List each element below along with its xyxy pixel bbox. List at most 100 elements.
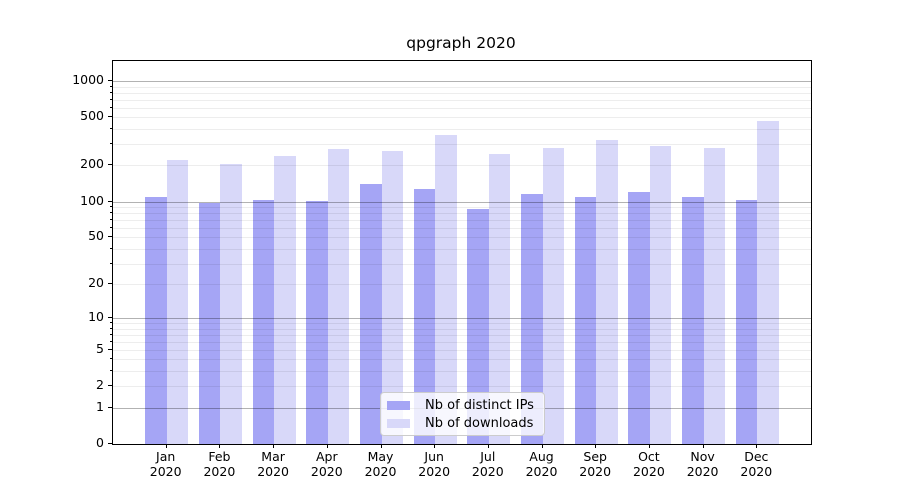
y-minor-tick-mark xyxy=(110,219,112,220)
bar-downloads-aug xyxy=(542,147,564,444)
y-minor-tick-mark xyxy=(110,370,112,372)
x-tick-mark xyxy=(326,444,328,448)
y-tick-label: 20 xyxy=(88,275,104,290)
y-tick-label: 1000 xyxy=(72,71,104,87)
x-tick-mark xyxy=(380,444,382,448)
x-tick-year: 2020 xyxy=(203,463,236,479)
legend-row-downloads: Nb of downloads xyxy=(387,416,538,431)
x-tick-year: 2020 xyxy=(579,463,612,479)
x-tick-month: Jan xyxy=(156,449,176,464)
x-tick-year: 2020 xyxy=(257,463,289,479)
bar-distinct-ips-may xyxy=(360,183,382,444)
y-minor-tick-mark xyxy=(110,91,112,93)
y-tick-label: 2 xyxy=(96,377,104,393)
x-tick-month: Feb xyxy=(208,449,231,464)
x-tick-label: Aug 2020 xyxy=(510,449,574,479)
y-minor-tick-mark xyxy=(110,340,112,342)
plot-area: Nb of distinct IPs Nb of downloads xyxy=(112,60,812,445)
y-tick-mark xyxy=(108,406,112,408)
y-tick-label: 200 xyxy=(80,156,104,172)
x-tick-mark xyxy=(541,444,543,448)
y-minor-tick-mark xyxy=(110,262,112,264)
bar-downloads-jun xyxy=(435,135,457,444)
y-tick-mark xyxy=(108,317,112,318)
x-tick-label: Nov 2020 xyxy=(671,449,735,479)
x-tick-label: Jun 2020 xyxy=(402,449,466,479)
bar-downloads-jan xyxy=(166,159,189,444)
legend-row-distinct-ips: Nb of distinct IPs xyxy=(387,398,538,413)
y-tick-label: 5 xyxy=(96,340,104,356)
x-tick-mark xyxy=(756,444,758,448)
x-tick-label: Dec 2020 xyxy=(724,449,788,479)
bar-distinct-ips-jul xyxy=(467,208,489,444)
y-tick-label: 10 xyxy=(88,309,104,324)
bar-distinct-ips-dec xyxy=(735,200,758,444)
bar-downloads-apr xyxy=(327,149,350,444)
y-minor-tick-mark xyxy=(110,212,112,214)
x-tick-year: 2020 xyxy=(471,463,504,479)
x-tick-label: Jan 2020 xyxy=(134,449,198,479)
y-minor-tick-mark xyxy=(110,333,112,335)
y-minor-tick-mark xyxy=(110,206,112,207)
x-tick-mark xyxy=(219,444,221,448)
bar-distinct-ips-nov xyxy=(682,196,704,444)
x-tick-label: Apr 2020 xyxy=(295,449,359,479)
x-tick-month: Dec xyxy=(744,449,769,464)
bar-downloads-may xyxy=(381,151,403,444)
x-tick-year: 2020 xyxy=(149,463,182,479)
bar-distinct-ips-feb xyxy=(198,202,221,444)
bar-downloads-oct xyxy=(649,145,672,444)
legend-label-downloads: Nb of downloads xyxy=(425,415,534,431)
x-tick-month: Jun xyxy=(424,449,444,464)
x-tick-label: Feb 2020 xyxy=(187,449,251,479)
y-minor-tick-mark xyxy=(110,327,112,329)
y-minor-tick-mark xyxy=(110,322,112,323)
bar-distinct-ips-jan xyxy=(145,196,167,444)
y-minor-tick-mark xyxy=(110,227,112,228)
y-minor-tick-mark xyxy=(110,143,112,145)
x-tick-month: Nov xyxy=(690,449,715,464)
y-minor-tick-mark xyxy=(110,128,112,129)
y-tick-mark xyxy=(108,116,112,118)
y-tick-mark xyxy=(108,385,112,387)
y-tick-mark xyxy=(108,200,112,202)
x-tick-month: Jul xyxy=(480,449,496,464)
x-tick-mark xyxy=(165,444,167,448)
legend-label-distinct-ips: Nb of distinct IPs xyxy=(425,397,534,413)
y-tick-label: 500 xyxy=(80,108,104,124)
x-tick-mark xyxy=(273,444,275,448)
x-tick-year: 2020 xyxy=(525,463,558,479)
bar-distinct-ips-jun xyxy=(413,189,436,444)
legend: Nb of distinct IPs Nb of downloads xyxy=(380,392,545,436)
x-tick-label: May 2020 xyxy=(349,449,413,479)
x-tick-label: Mar 2020 xyxy=(241,449,305,479)
x-tick-mark xyxy=(434,444,436,448)
bars-layer xyxy=(113,61,811,444)
y-tick-mark xyxy=(108,348,112,350)
x-tick-label: Sep 2020 xyxy=(563,449,627,479)
x-tick-year: 2020 xyxy=(310,463,343,479)
y-tick-mark xyxy=(108,443,112,444)
legend-swatch-distinct-ips xyxy=(387,400,410,410)
x-tick-year: 2020 xyxy=(632,463,665,479)
y-minor-tick-mark xyxy=(110,106,112,108)
x-tick-month: Sep xyxy=(583,449,607,464)
x-tick-year: 2020 xyxy=(740,463,773,479)
bar-downloads-dec xyxy=(757,121,779,444)
y-tick-label: 1 xyxy=(96,398,104,414)
y-tick-label: 0 xyxy=(96,435,104,450)
y-tick-mark xyxy=(108,236,112,238)
x-tick-mark xyxy=(595,444,597,448)
chart-title: qpgraph 2020 xyxy=(406,34,516,52)
y-minor-tick-mark xyxy=(110,358,112,360)
x-tick-month: Mar xyxy=(261,449,285,464)
x-tick-month: Aug xyxy=(529,449,554,464)
y-tick-mark xyxy=(108,283,112,284)
x-tick-month: Oct xyxy=(638,449,660,464)
legend-swatch-downloads xyxy=(387,418,410,428)
bar-downloads-jul xyxy=(488,153,511,444)
bar-downloads-feb xyxy=(220,163,242,444)
x-tick-month: May xyxy=(367,449,394,464)
y-tick-label: 100 xyxy=(80,192,104,208)
